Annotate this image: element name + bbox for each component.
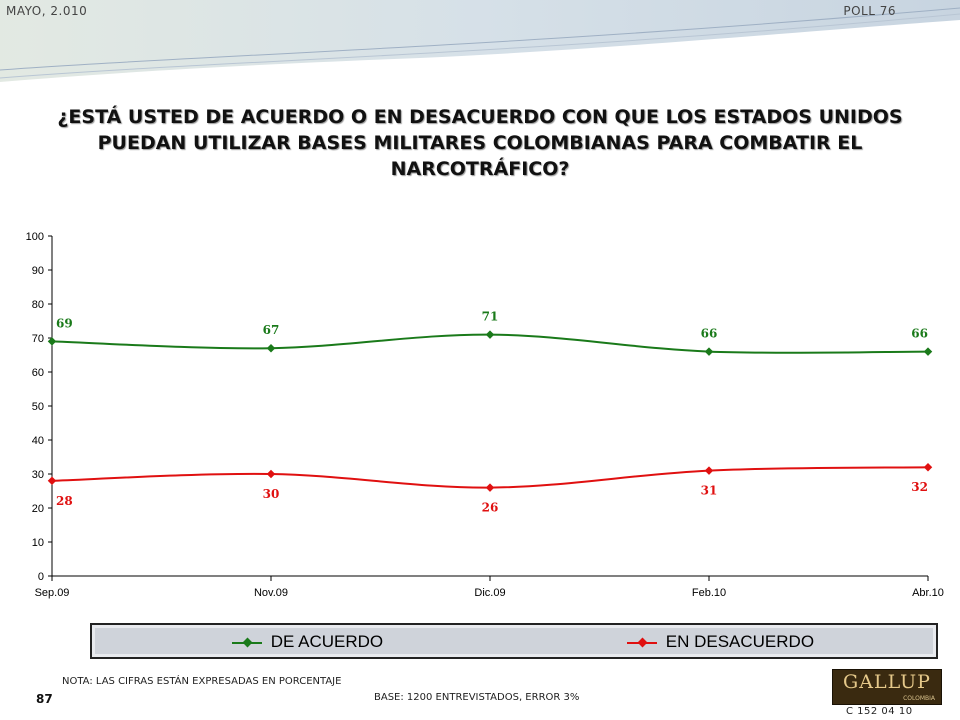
y-tick-label: 0 bbox=[38, 571, 44, 583]
report-date: MAYO, 2.010 bbox=[6, 4, 88, 18]
legend-item-de-acuerdo: DE ACUERDO bbox=[232, 632, 383, 652]
page-title: ¿ESTÁ USTED DE ACUERDO O EN DESACUERDO C… bbox=[57, 106, 903, 180]
data-point bbox=[485, 483, 495, 492]
chart-legend: DE ACUERDO EN DESACUERDO bbox=[90, 623, 938, 659]
x-tick-label: Feb.10 bbox=[692, 587, 726, 599]
x-tick-label: Sep.09 bbox=[35, 587, 70, 599]
x-tick-label: Dic.09 bbox=[474, 587, 505, 599]
line-chart: 0 10 20 30 40 50 60 70 80 90 100 Sep.09 Nov.09 Dic.09… bbox=[26, 231, 944, 599]
data-point bbox=[485, 330, 495, 339]
legend-item-en-desacuerdo: EN DESACUERDO bbox=[627, 632, 814, 652]
data-label: 66 bbox=[911, 327, 928, 341]
y-tick-label: 80 bbox=[32, 299, 44, 311]
legend-swatch-de-acuerdo bbox=[232, 637, 262, 647]
legend-label-en-desacuerdo: EN DESACUERDO bbox=[665, 632, 815, 651]
data-label: 67 bbox=[263, 323, 280, 337]
y-tick-label: 100 bbox=[26, 231, 44, 243]
header-swoosh-decoration bbox=[0, 0, 960, 87]
x-tick-label: Abr.10 bbox=[912, 587, 944, 599]
data-label: 31 bbox=[701, 484, 718, 498]
y-tick-label: 90 bbox=[32, 265, 44, 277]
data-point bbox=[923, 347, 933, 356]
data-label: 30 bbox=[263, 487, 280, 501]
data-label: 32 bbox=[911, 480, 928, 494]
x-tick-label: Nov.09 bbox=[254, 587, 288, 599]
poll-label: POLL 76 bbox=[843, 4, 896, 18]
y-tick-label: 60 bbox=[32, 367, 44, 379]
legend-swatch-en-desacuerdo bbox=[627, 637, 657, 647]
y-tick-label: 40 bbox=[32, 435, 44, 447]
chart-series: 69 67 71 66 66 28 30 26 31 32 bbox=[47, 310, 933, 515]
data-label: 71 bbox=[482, 310, 499, 324]
logo-text: GALLUP bbox=[843, 671, 931, 693]
data-label: 69 bbox=[56, 316, 73, 330]
y-tick-label: 20 bbox=[32, 503, 44, 515]
data-point bbox=[704, 466, 714, 475]
data-label: 26 bbox=[482, 501, 499, 515]
data-point bbox=[266, 469, 276, 479]
sample-base: BASE: 1200 ENTREVISTADOS, ERROR 3% bbox=[374, 692, 580, 703]
y-tick-label: 30 bbox=[32, 469, 44, 481]
data-label: 28 bbox=[56, 494, 73, 508]
legend-label-de-acuerdo: DE ACUERDO bbox=[270, 632, 384, 651]
y-tick-label: 10 bbox=[32, 537, 44, 549]
y-tick-label: 50 bbox=[32, 401, 44, 413]
data-point bbox=[704, 347, 714, 356]
y-tick-label: 70 bbox=[32, 333, 44, 345]
data-label: 66 bbox=[701, 327, 718, 341]
footnote: NOTA: LAS CIFRAS ESTÁN EXPRESADAS EN POR… bbox=[62, 676, 342, 687]
data-point bbox=[923, 462, 933, 472]
gallup-logo: GALLUP COLOMBIA bbox=[832, 669, 942, 705]
data-point bbox=[47, 476, 57, 486]
data-point bbox=[266, 343, 276, 353]
chart-axes: 0 10 20 30 40 50 60 70 80 90 100 Sep.09 Nov.09 Dic.09… bbox=[26, 231, 944, 599]
page-number: 87 bbox=[36, 692, 53, 706]
logo-subtext: COLOMBIA bbox=[903, 695, 935, 702]
document-code: C 152 04 10 bbox=[846, 706, 913, 717]
